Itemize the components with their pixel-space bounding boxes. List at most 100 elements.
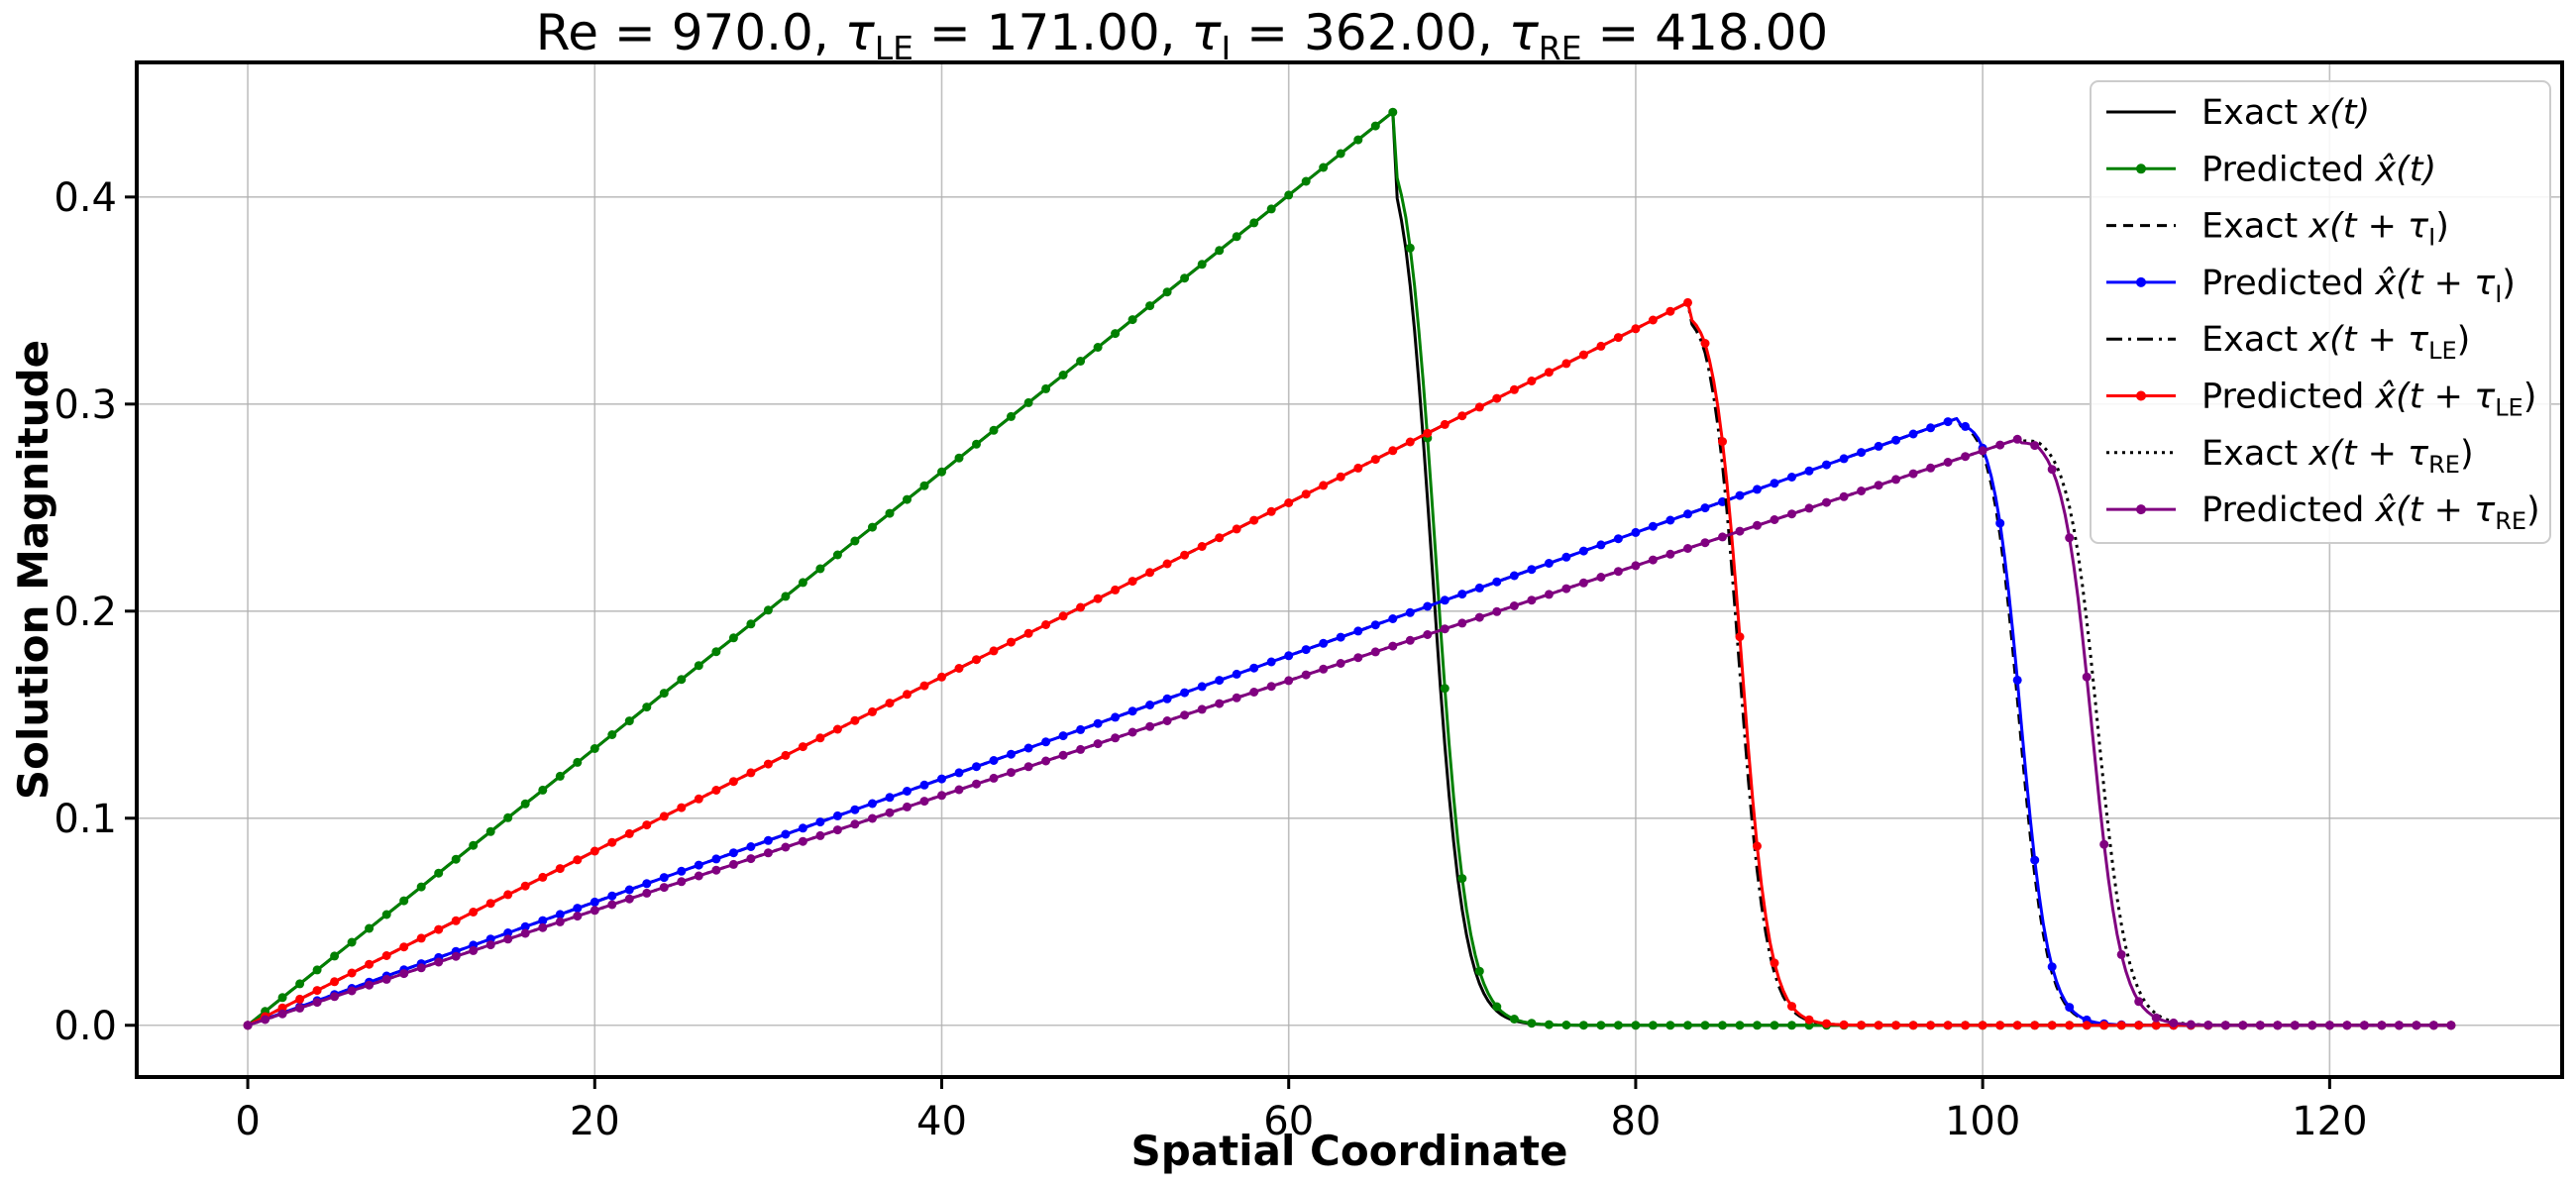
data-point [746, 768, 756, 778]
data-point [1058, 731, 1068, 741]
data-point [1613, 534, 1623, 544]
data-point [624, 885, 634, 895]
data-point [694, 871, 703, 881]
legend-marker [2136, 276, 2146, 287]
data-point [1822, 1019, 1831, 1028]
data-point [1718, 532, 1727, 542]
data-point [1007, 768, 1016, 778]
data-point [1301, 645, 1311, 655]
data-point [1492, 393, 1502, 403]
data-point [1215, 246, 1225, 256]
data-point [1405, 437, 1415, 447]
data-point [2446, 1021, 2456, 1030]
data-point [1700, 1021, 1710, 1030]
data-point [2290, 1021, 2300, 1030]
data-point [711, 854, 721, 864]
data-point [1770, 1021, 1779, 1030]
data-point [2428, 1021, 2438, 1030]
data-point [1162, 287, 1172, 297]
data-point [1683, 509, 1692, 519]
data-point [1613, 1021, 1623, 1030]
data-point [919, 481, 929, 490]
data-point [624, 894, 634, 904]
data-point [2134, 1021, 2144, 1030]
data-point [1076, 724, 1086, 734]
data-point [1648, 315, 1658, 325]
data-point [1665, 549, 1675, 559]
data-point [607, 891, 617, 901]
data-point [763, 848, 773, 858]
data-point [2255, 1021, 2265, 1030]
data-point [903, 690, 912, 700]
data-point [607, 730, 617, 739]
data-point [2186, 1020, 2196, 1029]
data-point [1370, 455, 1380, 465]
data-point [1284, 676, 1294, 686]
data-point [1718, 1021, 1727, 1030]
data-point [2099, 1021, 2109, 1030]
data-point [1249, 688, 1259, 697]
data-point [555, 917, 565, 926]
data-point [659, 883, 669, 893]
y-tick-label: 0.4 [54, 175, 117, 221]
data-point [1787, 509, 1796, 519]
data-point [1926, 463, 1936, 473]
data-point [1631, 527, 1641, 537]
data-point [1509, 571, 1519, 581]
data-point [1145, 301, 1155, 311]
data-point [694, 794, 703, 804]
data-point [832, 811, 842, 820]
data-point [972, 439, 981, 449]
data-point [954, 768, 964, 778]
data-point [1093, 718, 1103, 728]
data-point [832, 724, 842, 734]
data-point [1423, 601, 1433, 611]
data-point [1145, 701, 1155, 709]
data-point [1578, 350, 1588, 360]
data-point [1266, 657, 1276, 667]
data-point [2220, 1021, 2230, 1030]
data-point [1023, 628, 1033, 638]
data-point [1474, 402, 1484, 412]
data-point [1753, 1021, 1762, 1030]
legend-label: Predicted x̂(t + τRE) [2201, 490, 2540, 535]
data-point [1874, 1021, 1883, 1030]
data-point [677, 866, 687, 876]
data-point [1995, 440, 2005, 450]
data-point [2151, 1013, 2161, 1023]
data-point [1804, 503, 1814, 513]
data-point [1232, 232, 1241, 242]
data-point [659, 689, 669, 699]
data-point [2082, 672, 2092, 682]
data-point [451, 916, 461, 925]
data-point [1111, 329, 1121, 339]
data-point [1943, 458, 1953, 467]
data-point [1076, 744, 1086, 754]
data-point [1284, 498, 1294, 507]
data-point [347, 968, 357, 978]
data-point [989, 773, 999, 783]
data-point [903, 494, 912, 504]
data-point [1023, 397, 1033, 407]
data-point [1770, 479, 1779, 488]
y-tick-label: 0.2 [54, 590, 117, 635]
x-ticks: 0 20 40 60 80 100 120 [235, 1077, 2368, 1144]
data-point [798, 823, 807, 833]
data-point [954, 664, 964, 673]
data-point [832, 550, 842, 560]
data-point [2273, 1021, 2283, 1030]
data-point [815, 817, 825, 827]
x-tick-label: 100 [1945, 1099, 2020, 1144]
data-point [434, 957, 444, 967]
data-point [1926, 423, 1936, 433]
data-point [1457, 411, 1467, 421]
data-point [1388, 614, 1398, 623]
data-point [1857, 486, 1867, 495]
data-point [520, 799, 530, 809]
legend-label: Exact x(t + τRE) [2201, 434, 2474, 479]
data-point [1474, 966, 1484, 976]
data-point [1319, 481, 1329, 490]
data-point [746, 842, 756, 851]
data-point [1370, 647, 1380, 657]
